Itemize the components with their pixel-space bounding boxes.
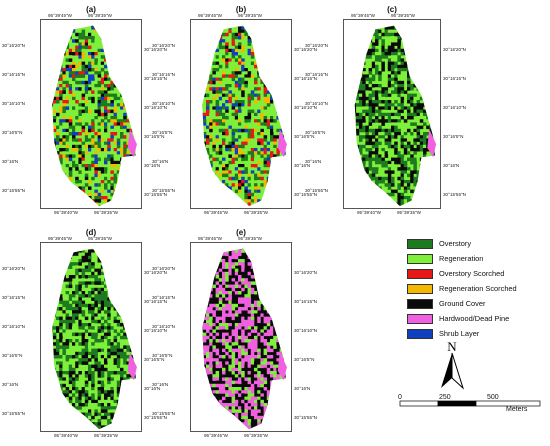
right-tick-label: 30°16'10"N bbox=[443, 105, 466, 110]
left-tick-label: 30°15'55"N bbox=[152, 411, 175, 416]
bottom-tick-label: 95°39'35"W bbox=[94, 210, 118, 215]
top-tick-label: 95°39'35"W bbox=[88, 236, 112, 241]
left-tick-label: 30°16'N bbox=[152, 159, 168, 164]
scale-unit: Meters bbox=[506, 406, 527, 413]
right-tick-label: 30°16'15"N bbox=[294, 299, 317, 304]
top-tick-label: 95°39'45"W bbox=[198, 13, 222, 18]
legend-item: Regeneration bbox=[407, 251, 547, 266]
legend-swatch bbox=[407, 314, 433, 324]
legend-label: Regeneration bbox=[439, 254, 483, 263]
legend-item: Hardwood/Dead Pine bbox=[407, 311, 547, 326]
left-tick-label: 30°16'20"N bbox=[2, 266, 25, 271]
left-tick-label: 30°16'N bbox=[305, 159, 321, 164]
left-tick-label: 30°15'55"N bbox=[2, 188, 25, 193]
scale-label-500: 500 bbox=[487, 394, 499, 401]
classified-map-image bbox=[40, 20, 142, 208]
map-legend: Overstory Regeneration Overstory Scorched R… bbox=[407, 236, 547, 341]
left-tick-label: 30°16'N bbox=[152, 382, 168, 387]
left-tick-label: 30°16'5"N bbox=[152, 130, 172, 135]
top-tick-label: 95°39'45"W bbox=[48, 236, 72, 241]
left-tick-label: 30°16'20"N bbox=[152, 266, 175, 271]
top-tick-label: 95°39'45"W bbox=[48, 13, 72, 18]
left-tick-label: 30°16'15"N bbox=[305, 72, 328, 77]
classified-map-image bbox=[190, 243, 292, 431]
legend-swatch bbox=[407, 329, 433, 339]
left-tick-label: 30°16'15"N bbox=[2, 72, 25, 77]
left-tick-label: 30°16'10"N bbox=[2, 324, 25, 329]
left-tick-label: 30°16'5"N bbox=[305, 130, 325, 135]
legend-label: Ground Cover bbox=[439, 299, 485, 308]
right-tick-label: 30°16'20"N bbox=[443, 47, 466, 52]
bottom-tick-label: 95°39'40"W bbox=[54, 433, 78, 438]
left-tick-label: 30°16'5"N bbox=[152, 353, 172, 358]
right-tick-label: 30°15'55"N bbox=[443, 192, 466, 197]
left-tick-label: 30°16'10"N bbox=[305, 101, 328, 106]
left-tick-label: 30°15'55"N bbox=[2, 411, 25, 416]
legend-swatch bbox=[407, 254, 433, 264]
left-tick-label: 30°16'N bbox=[2, 159, 18, 164]
right-tick-label: 30°16'5"N bbox=[443, 134, 463, 139]
legend-swatch bbox=[407, 299, 433, 309]
legend-swatch bbox=[407, 269, 433, 279]
legend-item: Overstory bbox=[407, 236, 547, 251]
north-label: N bbox=[447, 340, 457, 354]
left-tick-label: 30°16'15"N bbox=[152, 295, 175, 300]
scale-label-250: 250 bbox=[439, 394, 451, 401]
legend-item: Regeneration Scorched bbox=[407, 281, 547, 296]
right-tick-label: 30°16'N bbox=[443, 163, 459, 168]
left-tick-label: 30°16'20"N bbox=[152, 43, 175, 48]
bottom-tick-label: 95°39'45"W bbox=[204, 210, 228, 215]
bottom-tick-label: 95°39'40"W bbox=[54, 210, 78, 215]
classified-map-image bbox=[343, 20, 441, 208]
right-tick-label: 30°16'5"N bbox=[294, 357, 314, 362]
scale-bar: 0 250 500 Meters bbox=[398, 396, 548, 426]
classified-map-image bbox=[190, 20, 292, 208]
bottom-tick-label: 95°39'35"W bbox=[244, 433, 268, 438]
legend-label: Shrub Layer bbox=[439, 329, 479, 338]
bottom-tick-label: 95°39'40"W bbox=[357, 210, 381, 215]
legend-label: Overstory bbox=[439, 239, 471, 248]
top-tick-label: 95°39'35"W bbox=[238, 13, 262, 18]
left-tick-label: 30°16'5"N bbox=[2, 130, 22, 135]
right-tick-label: 30°16'N bbox=[294, 386, 310, 391]
bottom-tick-label: 95°39'35"W bbox=[244, 210, 268, 215]
top-tick-label: 95°39'35"W bbox=[238, 236, 262, 241]
bottom-tick-label: 95°39'45"W bbox=[204, 433, 228, 438]
left-tick-label: 30°16'15"N bbox=[152, 72, 175, 77]
right-tick-label: 30°15'55"N bbox=[294, 415, 317, 420]
legend-swatch bbox=[407, 239, 433, 249]
legend-label: Hardwood/Dead Pine bbox=[439, 314, 509, 323]
north-arrow-icon: N bbox=[437, 340, 467, 392]
top-tick-label: 95°39'45"W bbox=[198, 236, 222, 241]
left-tick-label: 30°16'10"N bbox=[2, 101, 25, 106]
top-tick-label: 95°39'35"W bbox=[88, 13, 112, 18]
left-tick-label: 30°16'15"N bbox=[2, 295, 25, 300]
right-tick-label: 30°16'15"N bbox=[443, 76, 466, 81]
top-tick-label: 95°39'45"W bbox=[351, 13, 375, 18]
bottom-tick-label: 95°39'35"W bbox=[94, 433, 118, 438]
legend-label: Overstory Scorched bbox=[439, 269, 504, 278]
right-tick-label: 30°16'10"N bbox=[294, 328, 317, 333]
legend-item: Overstory Scorched bbox=[407, 266, 547, 281]
left-tick-label: 30°16'5"N bbox=[2, 353, 22, 358]
left-tick-label: 30°16'10"N bbox=[152, 324, 175, 329]
left-tick-label: 30°16'20"N bbox=[305, 43, 328, 48]
legend-swatch bbox=[407, 284, 433, 294]
top-tick-label: 95°39'35"W bbox=[391, 13, 415, 18]
left-tick-label: 30°16'20"N bbox=[2, 43, 25, 48]
legend-item: Shrub Layer bbox=[407, 326, 547, 341]
right-tick-label: 30°16'20"N bbox=[294, 270, 317, 275]
classified-map-image bbox=[40, 243, 142, 431]
left-tick-label: 30°16'10"N bbox=[152, 101, 175, 106]
legend-item: Ground Cover bbox=[407, 296, 547, 311]
left-tick-label: 30°16'N bbox=[2, 382, 18, 387]
left-tick-label: 30°15'55"N bbox=[152, 188, 175, 193]
bottom-tick-label: 95°39'35"W bbox=[397, 210, 421, 215]
legend-label: Regeneration Scorched bbox=[439, 284, 517, 293]
scale-label-0: 0 bbox=[398, 394, 402, 401]
left-tick-label: 30°15'55"N bbox=[305, 188, 328, 193]
